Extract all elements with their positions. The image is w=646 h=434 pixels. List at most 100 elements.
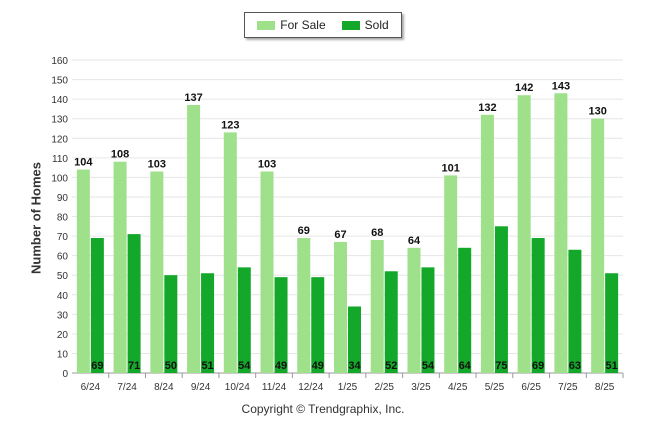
x-tick-label: 8/25 xyxy=(595,382,615,393)
data-label-for-sale: 69 xyxy=(298,225,310,237)
legend-swatch-for-sale xyxy=(257,20,276,30)
data-label-for-sale: 123 xyxy=(221,119,239,131)
bar-sold xyxy=(127,234,141,373)
data-label-for-sale: 64 xyxy=(408,235,421,247)
y-tick-label: 100 xyxy=(51,173,68,184)
y-tick-label: 70 xyxy=(57,232,69,243)
bar-for-sale xyxy=(591,118,605,373)
data-label-sold: 51 xyxy=(201,360,213,372)
chart-legend: For Sale Sold xyxy=(244,12,402,38)
x-tick-label: 3/25 xyxy=(411,382,431,393)
bar-sold xyxy=(164,275,178,373)
data-label-sold: 54 xyxy=(238,360,251,372)
bar-sold xyxy=(494,226,508,373)
data-label-sold: 71 xyxy=(128,360,140,372)
data-label-sold: 49 xyxy=(312,360,324,372)
data-label-sold: 69 xyxy=(91,360,103,372)
x-tick-label: 1/25 xyxy=(338,382,358,393)
y-tick-label: 80 xyxy=(57,213,69,224)
y-tick-label: 110 xyxy=(52,154,68,165)
y-tick-label: 50 xyxy=(57,271,69,282)
bar-for-sale xyxy=(76,169,90,373)
bar-sold xyxy=(421,267,435,373)
y-tick-label: 20 xyxy=(57,330,69,341)
bar-for-sale xyxy=(334,241,347,373)
data-label-for-sale: 103 xyxy=(148,159,166,171)
data-label-for-sale: 132 xyxy=(478,102,496,114)
data-label-for-sale: 143 xyxy=(552,80,570,92)
data-label-sold: 75 xyxy=(495,360,507,372)
bar-for-sale xyxy=(150,171,164,373)
legend-label-sold: Sold xyxy=(364,18,389,32)
bar-for-sale xyxy=(187,104,201,374)
bar-sold xyxy=(90,238,104,373)
x-tick-label: 9/24 xyxy=(191,382,211,393)
bar-sold xyxy=(531,238,545,373)
data-label-sold: 50 xyxy=(165,360,177,372)
data-label-sold: 69 xyxy=(532,360,544,372)
bar-sold xyxy=(348,306,361,373)
data-label-sold: 51 xyxy=(606,360,618,372)
bar-for-sale xyxy=(297,238,311,373)
x-tick-label: 7/24 xyxy=(117,382,137,393)
bar-for-sale xyxy=(517,95,531,374)
bar-sold xyxy=(568,249,582,373)
data-label-sold: 49 xyxy=(275,360,287,372)
legend-item-for-sale[interactable]: For Sale xyxy=(257,18,326,32)
y-tick-label: 10 xyxy=(57,349,69,360)
bar-sold xyxy=(237,267,251,373)
bar-for-sale xyxy=(260,171,274,373)
bar-for-sale xyxy=(444,175,458,373)
x-tick-label: 4/25 xyxy=(448,382,468,393)
bar-sold xyxy=(605,273,619,373)
x-tick-label: 6/25 xyxy=(521,382,541,393)
legend-swatch-sold xyxy=(341,20,360,30)
x-tick-label: 2/25 xyxy=(374,382,394,393)
x-tick-label: 8/24 xyxy=(154,382,174,393)
bar-sold xyxy=(458,247,472,373)
bar-sold xyxy=(311,277,325,373)
data-label-for-sale: 67 xyxy=(334,229,346,241)
bar-for-sale xyxy=(554,93,568,373)
bar-sold xyxy=(201,273,215,373)
y-tick-label: 90 xyxy=(57,193,69,204)
bar-for-sale xyxy=(223,132,237,373)
legend-label-for-sale: For Sale xyxy=(280,18,326,32)
y-tick-label: 40 xyxy=(57,291,69,302)
data-label-for-sale: 101 xyxy=(442,162,460,174)
data-label-for-sale: 68 xyxy=(371,227,383,239)
copyright-text: Copyright © Trendgraphix, Inc. xyxy=(241,402,405,416)
y-tick-label: 0 xyxy=(62,369,68,380)
y-tick-label: 160 xyxy=(51,56,68,67)
y-tick-label: 140 xyxy=(51,95,68,106)
bar-for-sale xyxy=(480,114,494,374)
x-tick-label: 5/25 xyxy=(485,382,505,393)
data-label-for-sale: 142 xyxy=(515,82,533,94)
data-label-sold: 52 xyxy=(385,360,397,372)
bar-for-sale xyxy=(113,161,127,373)
data-label-for-sale: 104 xyxy=(74,157,93,169)
y-tick-label: 30 xyxy=(57,310,69,321)
bar-for-sale xyxy=(370,239,384,373)
bar-sold xyxy=(274,277,288,373)
x-tick-label: 7/25 xyxy=(558,382,578,393)
data-label-for-sale: 103 xyxy=(258,159,276,171)
y-tick-label: 150 xyxy=(51,76,68,87)
bar-sold xyxy=(384,271,398,373)
y-tick-label: 60 xyxy=(57,252,69,263)
x-tick-label: 11/24 xyxy=(262,382,287,393)
legend-item-sold[interactable]: Sold xyxy=(341,18,389,32)
data-label-sold: 34 xyxy=(348,360,361,372)
data-label-sold: 64 xyxy=(459,360,472,372)
bar-for-sale xyxy=(407,247,421,373)
data-label-sold: 63 xyxy=(569,360,581,372)
x-tick-label: 12/24 xyxy=(298,382,323,393)
data-label-sold: 54 xyxy=(422,360,435,372)
y-tick-label: 120 xyxy=(51,134,68,145)
x-tick-label: 10/24 xyxy=(225,382,250,393)
data-label-for-sale: 137 xyxy=(184,92,202,104)
y-tick-label: 130 xyxy=(51,115,68,126)
data-label-for-sale: 130 xyxy=(588,106,606,118)
x-tick-label: 6/24 xyxy=(81,382,101,393)
